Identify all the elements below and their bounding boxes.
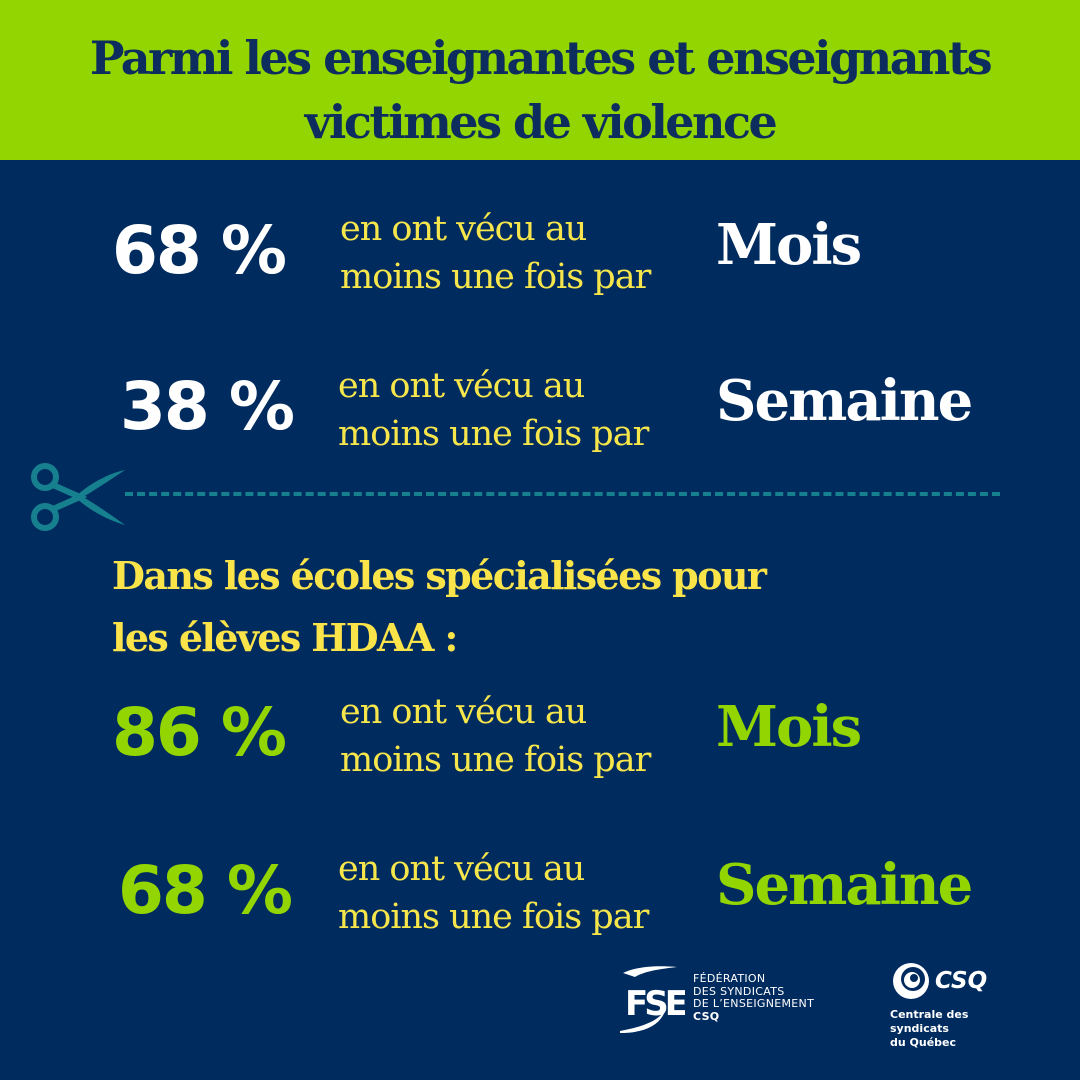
- stat-period: Mois: [716, 212, 862, 278]
- csq-subtitle: Centrale des syndicats du Québec: [890, 1008, 1030, 1050]
- csq-sub-line-1: Centrale des syndicats: [890, 1008, 969, 1035]
- csq-name: CSQ: [935, 968, 988, 994]
- fse-logo-mark-icon: FSE: [620, 966, 685, 1033]
- stat-description: en ont vécu au moins une fois par: [340, 688, 651, 784]
- scissors-icon: [31, 463, 125, 531]
- title-line-2: victimes de violence: [304, 95, 778, 149]
- svg-text:FSE: FSE: [625, 984, 685, 1024]
- stat-period: Mois: [716, 694, 862, 760]
- desc-line-1: en ont vécu au: [338, 849, 585, 889]
- csq-logo: CSQ Centrale des syndicats du Québec: [890, 960, 1030, 1049]
- stat-percent: 38 %: [120, 368, 295, 445]
- title-line-1: Parmi les enseignantes et enseignants: [89, 31, 993, 85]
- stat-description: en ont vécu au moins une fois par: [338, 362, 649, 458]
- fse-csq-label: CSQ: [693, 1009, 720, 1023]
- desc-line-2: moins une fois par: [340, 257, 651, 297]
- desc-line-1: en ont vécu au: [340, 692, 587, 732]
- fse-line-3: DE L’ENSEIGNEMENT: [693, 997, 815, 1010]
- hdaa-heading: Dans les écoles spécialisées pour les él…: [112, 545, 767, 669]
- fse-line-2: DES SYNDICATS: [693, 984, 785, 998]
- desc-line-2: moins une fois par: [338, 414, 649, 454]
- csq-sub-line-2: du Québec: [890, 1036, 957, 1049]
- csq-swirl-icon: [893, 963, 929, 999]
- hdaa-heading-line-1: Dans les écoles spécialisées pour: [112, 553, 767, 598]
- stat-description: en ont vécu au moins une fois par: [340, 205, 651, 301]
- fse-logo-text: FÉDÉRATION DES SYNDICATS DE L’ENSEIGNEME…: [693, 972, 815, 1024]
- fse-line-4: CSQ: [693, 1009, 814, 1024]
- stat-percent: 68 %: [112, 212, 287, 289]
- hdaa-heading-line-2: les élèves HDAA :: [112, 615, 458, 660]
- desc-line-2: moins une fois par: [340, 740, 651, 780]
- fse-line-1: FÉDÉRATION: [693, 972, 766, 985]
- stat-percent: 86 %: [112, 694, 287, 771]
- cut-line-divider: [125, 492, 1000, 502]
- desc-line-1: en ont vécu au: [338, 366, 585, 406]
- header-banner: Parmi les enseignantes et enseignants vi…: [0, 0, 1080, 160]
- stat-percent: 68 %: [118, 852, 293, 929]
- desc-line-1: en ont vécu au: [340, 209, 587, 249]
- desc-line-2: moins une fois par: [338, 897, 649, 937]
- fse-logo: FSE FÉDÉRATION DES SYNDICATS DE L’ENSEIG…: [615, 965, 825, 1035]
- stat-period: Semaine: [716, 368, 973, 434]
- stat-period: Semaine: [716, 852, 973, 918]
- stat-description: en ont vécu au moins une fois par: [338, 845, 649, 941]
